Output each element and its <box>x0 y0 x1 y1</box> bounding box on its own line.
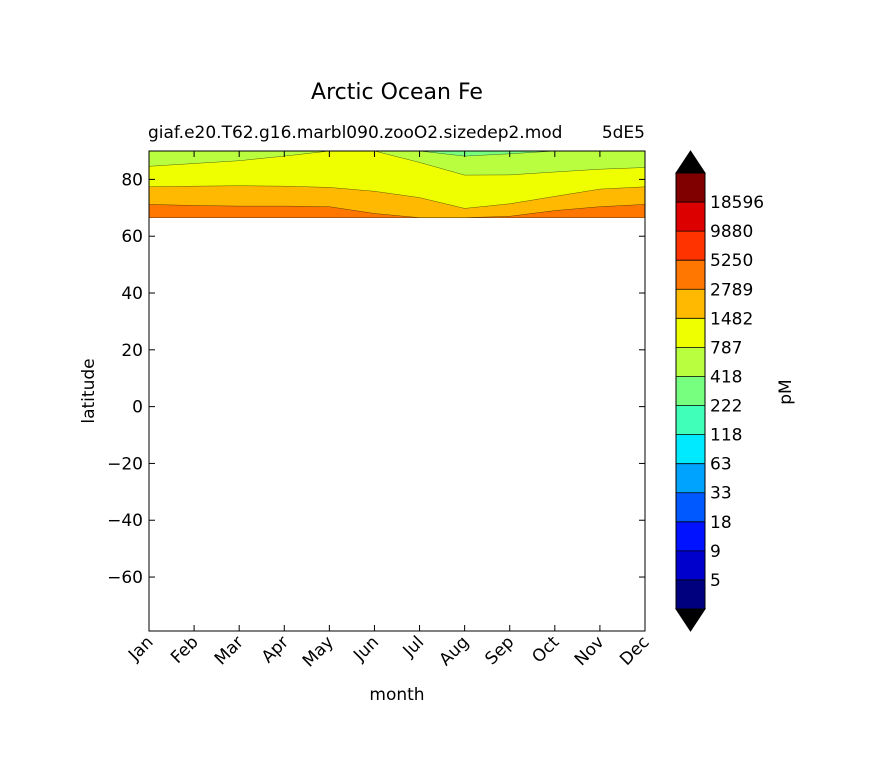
x-axis: Jan Feb Mar Apr May Jun Jul Aug Sep Oct Nov Dec <box>124 151 654 671</box>
colorbar-tick-label: 222 <box>710 397 742 417</box>
colorbar-segment <box>676 463 705 494</box>
colorbar-segment <box>676 202 705 232</box>
plot-frame <box>148 150 646 632</box>
x-tick-label: Mar <box>211 632 248 669</box>
chart-subtitle: giaf.e20.T62.g16.marbl090.zooO2.sizedep2… <box>148 123 562 143</box>
contour-band-418 <box>148 150 646 176</box>
colorbar-label: pM <box>776 379 796 404</box>
colorbar-tick-label: 63 <box>710 455 732 475</box>
y-tick-label: −20 <box>107 454 143 474</box>
y-tick-label: 40 <box>121 284 143 304</box>
x-tick-label: Nov <box>571 632 609 670</box>
colorbar-segment <box>676 260 705 290</box>
colorbar-segment <box>676 579 705 610</box>
x-tick-label: Aug <box>436 632 474 670</box>
colorbar-segment <box>676 434 705 464</box>
colorbar-tick-label: 9880 <box>710 222 753 242</box>
colorbar-tick-label: 18 <box>710 513 732 533</box>
x-axis-label: month <box>369 685 424 705</box>
y-tick-label: 60 <box>121 227 143 247</box>
colorbar-tick-label: 9 <box>710 542 721 562</box>
chart-subtitle-right: 5dE5 <box>602 123 645 143</box>
x-tick-label: Feb <box>167 632 202 667</box>
colorbar-tick-label: 118 <box>710 426 742 446</box>
x-tick-label: Apr <box>258 632 293 667</box>
chart-title: Arctic Ocean Fe <box>311 80 483 105</box>
x-tick-label: Dec <box>616 632 653 669</box>
y-tick-label: −60 <box>107 568 143 588</box>
y-axis-label: latitude <box>79 358 99 423</box>
x-tick-label: Oct <box>528 632 563 667</box>
y-axis: 80 60 40 20 0 −20 −40 −60 <box>107 170 645 588</box>
colorbar-segment <box>676 231 705 261</box>
y-tick-label: 80 <box>121 170 143 190</box>
x-tick-label: Jan <box>124 632 157 665</box>
colorbar-tick-label: 18596 <box>710 193 764 213</box>
colorbar-segment <box>676 318 705 348</box>
colorbar-extend-top <box>675 150 706 174</box>
colorbar-tick-label: 5 <box>710 571 721 591</box>
colorbar-tick-label: 787 <box>710 338 742 358</box>
colorbar-tick-label: 33 <box>710 484 732 504</box>
colorbar-tick-label: 5250 <box>710 251 753 271</box>
y-tick-label: −40 <box>107 511 143 531</box>
colorbar-segment <box>676 347 705 377</box>
colorbar-segment <box>676 550 705 581</box>
colorbar-frame <box>675 172 706 610</box>
colorbar: 18596 9880 5250 2789 1482 787 418 222 118 63 33 18 9… <box>675 150 764 632</box>
x-tick-label: Sep <box>481 632 518 669</box>
colorbar-segment <box>676 405 705 435</box>
y-tick-label: 0 <box>132 398 143 418</box>
colorbar-segment <box>676 521 705 552</box>
colorbar-segment <box>676 492 705 523</box>
x-tick-label: May <box>299 632 338 671</box>
colorbar-tick-label: 2789 <box>710 280 753 300</box>
colorbar-segment <box>676 376 705 406</box>
x-tick-label: Jun <box>349 632 383 666</box>
colorbar-segment <box>676 173 705 203</box>
colorbar-tick-label: 418 <box>710 367 742 387</box>
y-tick-label: 20 <box>121 341 143 361</box>
colorbar-extend-bottom <box>675 608 706 632</box>
colorbar-tick-label: 1482 <box>710 309 753 329</box>
colorbar-segment <box>676 289 705 319</box>
x-tick-label: Jul <box>399 632 428 661</box>
plot-area <box>148 150 646 218</box>
